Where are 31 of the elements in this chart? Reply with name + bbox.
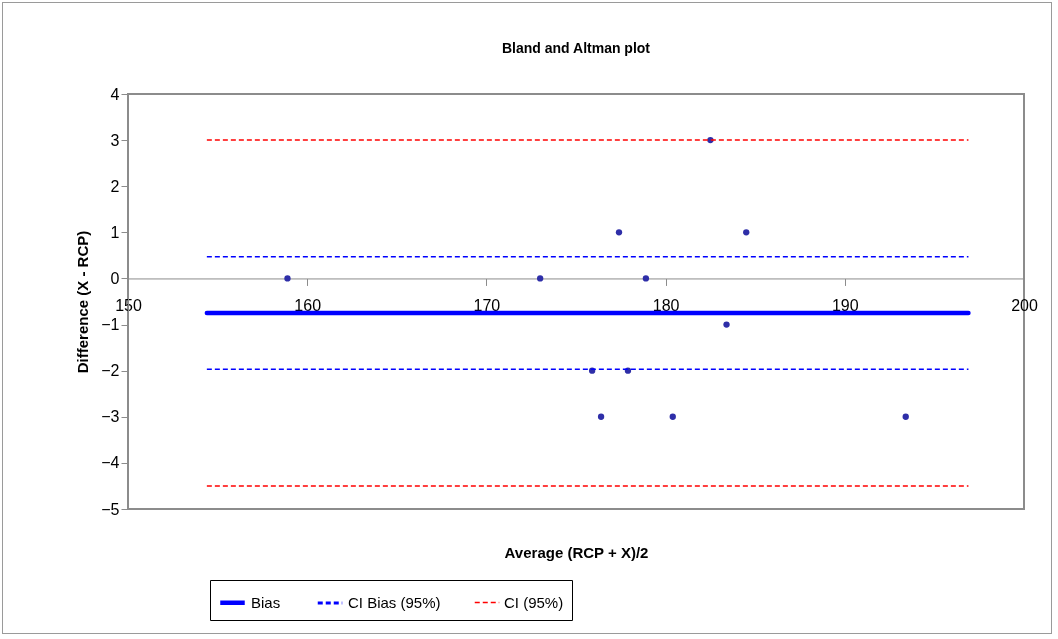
- legend-label: Bias: [251, 593, 281, 611]
- x-tick-label: 160: [294, 296, 322, 314]
- point: [642, 275, 650, 282]
- y-tick-label: 4: [110, 85, 120, 103]
- point: [537, 275, 544, 282]
- x-tick-label: 170: [473, 296, 501, 314]
- legend-label: CI (95%): [504, 593, 564, 611]
- point: [615, 229, 623, 236]
- point: [723, 321, 730, 328]
- x-axis-title: Average (RCP + X)/2: [504, 543, 649, 561]
- y-tick-label: 1: [110, 223, 120, 241]
- point: [284, 275, 291, 282]
- y-axis-title: Difference (X - RCP): [74, 230, 92, 374]
- y-tick-label: −5: [101, 500, 120, 518]
- legend-label: CI Bias (95%): [348, 594, 441, 611]
- y-tick-label: −1: [101, 316, 120, 334]
- point: [902, 413, 909, 420]
- y-tick-label: 3: [110, 131, 120, 149]
- y-tick-label: 0: [110, 269, 120, 287]
- y-tick-label: 2: [110, 177, 120, 195]
- x-tick-label: 180: [652, 296, 680, 314]
- x-tick-label: 150: [115, 296, 142, 314]
- point: [669, 413, 676, 420]
- y-tick-label: −2: [101, 362, 120, 380]
- x-tick-label: 200: [1011, 296, 1038, 314]
- chart-title: Bland and Altman plot: [501, 40, 651, 56]
- y-tick-label: −4: [101, 454, 120, 472]
- y-tick-label: −3: [101, 408, 120, 426]
- x-tick-label: 190: [831, 296, 859, 314]
- point: [597, 413, 605, 420]
- point: [743, 229, 750, 236]
